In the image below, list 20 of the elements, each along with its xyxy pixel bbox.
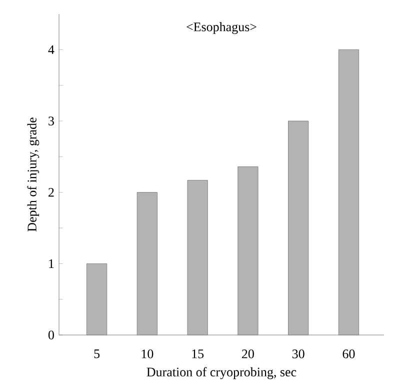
bar — [238, 166, 258, 336]
bar — [136, 192, 158, 336]
x-tick-label: 60 — [342, 350, 355, 358]
y-tick-label: 0 — [48, 330, 54, 340]
y-tick-label: 3 — [48, 116, 54, 126]
bar — [338, 49, 360, 336]
y-axis-title: Depth of injury, grade — [27, 118, 40, 232]
x-tick-label: 30 — [292, 350, 304, 358]
bar — [187, 180, 208, 336]
bar — [288, 120, 309, 336]
x-tick-label: 20 — [242, 350, 254, 358]
text: <Esophagus> — [186, 22, 256, 34]
bar — [86, 263, 108, 336]
x-tick-label: 5 — [94, 350, 100, 358]
x-tick-label: 10 — [142, 350, 154, 358]
y-tick-label: 4 — [48, 45, 54, 54]
y-tick-label: 1 — [49, 259, 54, 268]
x-tick-label: 15 — [192, 350, 204, 358]
y-tick-label: 2 — [48, 188, 54, 197]
x-axis-title: Duration of cryoprobing, sec — [146, 367, 296, 380]
